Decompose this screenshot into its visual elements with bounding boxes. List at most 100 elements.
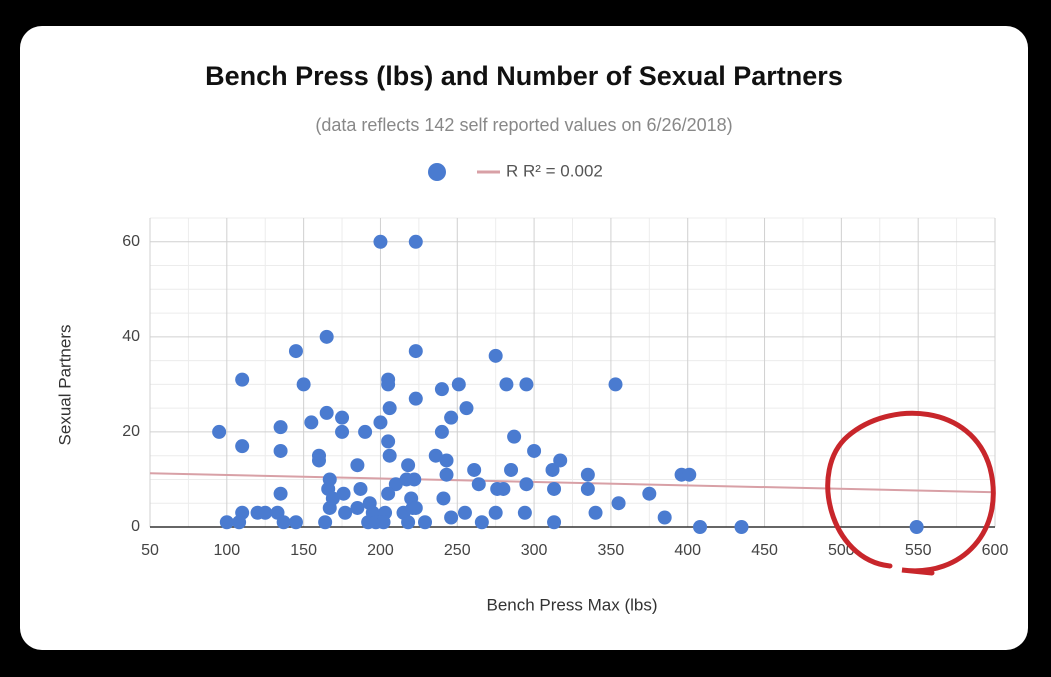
grid <box>149 217 996 528</box>
data-point <box>467 462 482 477</box>
x-tick-label: 250 <box>444 542 471 559</box>
data-point <box>401 458 416 473</box>
data-point <box>588 505 603 520</box>
data-point <box>273 420 288 435</box>
data-point <box>418 515 433 530</box>
data-point <box>488 505 503 520</box>
data-point <box>434 382 449 397</box>
data-point <box>319 405 334 420</box>
data-point <box>451 377 466 392</box>
data-point <box>288 515 303 530</box>
data-point <box>519 477 534 492</box>
data-point <box>273 486 288 501</box>
data-point <box>408 391 423 406</box>
data-point <box>335 410 350 425</box>
data-point <box>322 472 337 487</box>
plot-area: 50 100 150 200 250 300 350 400 450 500 550 60002040… <box>122 217 1009 559</box>
data-point <box>439 467 454 482</box>
hand-drawn-circle <box>825 410 996 576</box>
data-point <box>335 424 350 439</box>
data-point <box>373 415 388 430</box>
data-point <box>657 510 672 525</box>
data-point <box>504 462 519 477</box>
data-point <box>388 477 403 492</box>
y-tick-label: 40 <box>122 328 140 345</box>
data-point <box>428 448 443 463</box>
data-point <box>338 505 353 520</box>
legend-marker <box>428 163 446 181</box>
chart-title: Bench Press (lbs) and Number of Sexual P… <box>205 61 843 91</box>
legend-label: R R² = 0.002 <box>506 161 603 180</box>
data-point <box>527 443 542 458</box>
data-point <box>496 481 511 496</box>
data-point <box>547 515 562 530</box>
data-point <box>235 439 250 454</box>
data-point <box>401 515 416 530</box>
data-point <box>319 329 334 344</box>
data-point <box>499 377 514 392</box>
data-point <box>288 344 303 359</box>
data-point <box>322 500 337 515</box>
data-point <box>734 520 749 534</box>
data-point <box>682 467 697 482</box>
data-point <box>519 377 534 392</box>
data-point <box>439 453 454 468</box>
y-tick-label: 0 <box>131 518 140 535</box>
data-point <box>318 515 333 530</box>
data-point <box>296 377 311 392</box>
data-point <box>382 448 397 463</box>
data-point <box>488 348 503 363</box>
data-point <box>408 234 423 249</box>
x-tick-label: 100 <box>213 542 240 559</box>
x-tick-label: 350 <box>598 542 625 559</box>
data-point <box>312 453 326 468</box>
data-point <box>350 458 365 473</box>
data-point <box>434 424 449 439</box>
trend-line <box>149 472 996 494</box>
data-point <box>436 491 451 506</box>
data-point <box>444 510 459 525</box>
data-point <box>545 462 560 477</box>
x-tick-label: 550 <box>905 542 932 559</box>
x-tick-label: 300 <box>521 542 548 559</box>
data-point <box>336 486 351 501</box>
card <box>20 26 1028 650</box>
data-point <box>611 496 626 511</box>
data-point <box>381 486 396 501</box>
x-tick-label: 50 <box>141 542 159 559</box>
data-point <box>642 486 657 501</box>
data-point <box>258 505 273 520</box>
data-point <box>471 477 486 492</box>
x-tick-label: 600 <box>982 542 1009 559</box>
x-tick-label: 200 <box>367 542 394 559</box>
data-point <box>580 467 595 482</box>
data-point <box>517 505 532 520</box>
data-point <box>232 515 247 530</box>
data-point <box>608 377 623 392</box>
data-point <box>381 377 396 392</box>
data-point <box>273 443 288 458</box>
data-point <box>408 500 423 515</box>
y-tick-label: 60 <box>122 233 140 250</box>
data-point <box>407 472 422 487</box>
data-point <box>276 515 291 530</box>
y-tick-label: 20 <box>122 423 140 440</box>
x-tick-label: 400 <box>674 542 701 559</box>
data-point <box>304 415 319 430</box>
data-point <box>358 424 373 439</box>
data-point <box>457 505 472 520</box>
data-point <box>350 500 365 515</box>
data-point <box>909 520 924 534</box>
chart-subtitle: (data reflects 142 self reported values … <box>315 115 732 135</box>
data-point <box>382 401 397 416</box>
data-point <box>459 401 474 416</box>
x-axis-label: Bench Press Max (lbs) <box>487 595 658 614</box>
data-point <box>693 520 708 534</box>
data-point <box>580 481 595 496</box>
x-tick-label: 150 <box>290 542 317 559</box>
data-point <box>474 515 489 530</box>
data-point <box>547 481 562 496</box>
y-axis-label: Sexual Partners <box>55 325 74 446</box>
